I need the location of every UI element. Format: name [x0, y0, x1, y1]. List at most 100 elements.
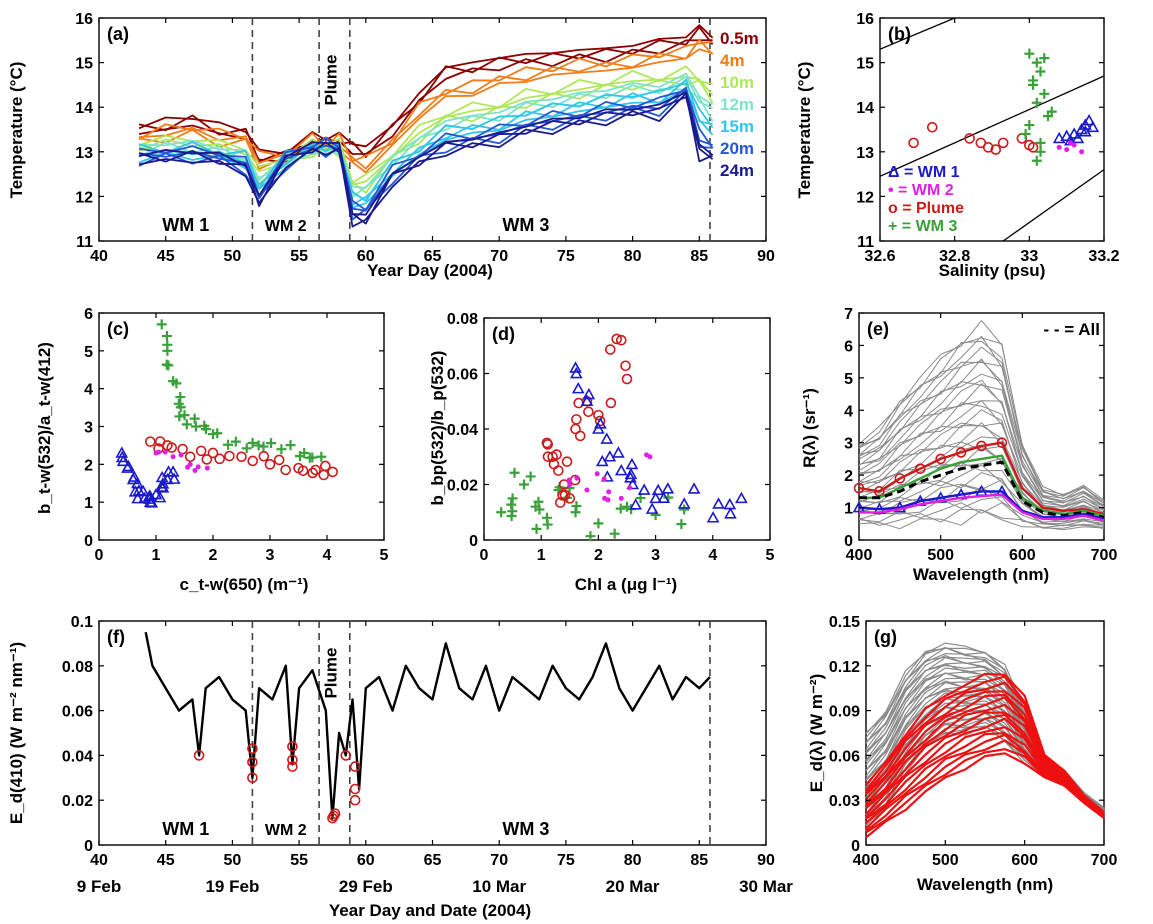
- data-point: [178, 452, 184, 458]
- panel-c: 0 1 2 3 4 5 0 1 2 3 4 5 6 (c) c_t-w(650) (m⁻¹) b_t-w(53…: [35, 306, 389, 594]
- legend-entry: Δ = WM 1: [888, 164, 960, 181]
- data-point: [276, 444, 287, 455]
- y-tick-label: 6: [844, 338, 853, 355]
- data-point: [122, 459, 135, 472]
- x-axis-label: Wavelength (nm): [917, 875, 1053, 894]
- x-tick-label: 40: [90, 852, 108, 869]
- density-contour: [879, 75, 1105, 177]
- region-label: WM 3: [502, 215, 549, 235]
- data-point: [236, 451, 247, 463]
- x-tick-label: 400: [853, 852, 880, 869]
- data-point: [155, 470, 169, 483]
- data-point: [214, 453, 225, 465]
- y-tick-label: 11: [857, 234, 874, 251]
- x-tick-label: 500: [932, 852, 959, 869]
- data-point: [542, 519, 553, 530]
- data-point: [328, 810, 340, 822]
- x-axis-label: c_t-w(650) (m⁻¹): [180, 575, 309, 594]
- y-axis-label: E_d(λ) (W m⁻²): [807, 674, 826, 793]
- data-point: [580, 394, 594, 407]
- data-point: [542, 439, 553, 450]
- data-point: [894, 473, 906, 484]
- data-point: [594, 415, 606, 427]
- data-point: [712, 497, 725, 509]
- y-tick-label: 0: [844, 533, 853, 550]
- data-point: [561, 456, 573, 467]
- data-point: [166, 465, 180, 477]
- data-point: [1079, 149, 1085, 155]
- data-point: [553, 465, 564, 476]
- legend-entry: o = Plume: [888, 200, 964, 217]
- data-point: [1035, 66, 1046, 77]
- data-point: [614, 463, 628, 476]
- x-tick-label: 4: [323, 547, 332, 564]
- x-axis-label: Salinity (psu): [939, 261, 1046, 280]
- background-spectrum: [858, 383, 1105, 510]
- data-point: [583, 406, 594, 418]
- panel-f: 40 45 50 55 60 65 70 75 80 85 90 0 0.02 0.04 0.06 0.08 0…: [7, 614, 793, 920]
- data-point: [908, 137, 919, 149]
- x-tick-label: 85: [690, 852, 708, 869]
- x-tick-label: 4: [708, 547, 717, 564]
- data-point: [1056, 144, 1062, 150]
- plot-area: [496, 333, 748, 542]
- data-point: [1060, 129, 1074, 141]
- irradiance-line: [144, 631, 711, 820]
- y-tick-label: 16: [856, 11, 874, 28]
- spectrum-line: [859, 460, 1105, 519]
- data-point: [253, 440, 264, 451]
- data-point: [609, 528, 620, 539]
- data-point: [624, 471, 637, 483]
- x-tick-label: 1: [152, 547, 161, 564]
- data-point: [677, 497, 691, 509]
- temperature-line: [138, 48, 713, 174]
- data-point: [316, 451, 327, 462]
- x-tick-label: 50: [224, 852, 242, 869]
- data-point: [264, 459, 276, 470]
- data-point: [170, 454, 176, 460]
- data-point: [606, 489, 612, 495]
- y-tick-label: 0.08: [62, 659, 93, 676]
- data-point: [187, 461, 193, 467]
- background-spectrum: [858, 496, 1105, 526]
- temperature-line: [138, 40, 713, 163]
- data-point: [509, 467, 520, 478]
- data-point: [647, 454, 653, 460]
- data-point: [571, 381, 585, 394]
- data-point: [593, 518, 604, 529]
- data-point: [327, 466, 339, 478]
- legend-entry: - - = All: [1043, 320, 1100, 339]
- data-point: [603, 450, 617, 462]
- data-point: [649, 491, 662, 504]
- data-point: [266, 438, 277, 449]
- series-plume: [145, 436, 339, 481]
- region-label: WM 2: [265, 218, 307, 235]
- data-point: [569, 366, 583, 379]
- y-axis-label: R(λ) (sr⁻¹): [800, 388, 819, 468]
- panel-g: 400 500 600 700 0 0.03 0.06 0.09 0.12 0.15 (g) Wave…: [807, 614, 1117, 894]
- data-point: [299, 447, 310, 458]
- data-point: [982, 142, 994, 153]
- x-tick-label: 70: [490, 248, 508, 265]
- data-point: [935, 453, 946, 465]
- data-point: [1046, 106, 1057, 117]
- data-point: [926, 121, 938, 133]
- data-point: [564, 493, 576, 504]
- data-point: [195, 445, 207, 457]
- data-point: [964, 133, 975, 144]
- x-tick-label: 80: [624, 852, 642, 869]
- data-point: [189, 413, 200, 424]
- temperature-line: [138, 91, 714, 216]
- panel-label: (b): [888, 24, 911, 44]
- y-tick-label: 0.04: [62, 748, 93, 765]
- axes-frame: [98, 620, 767, 846]
- panel-label: (g): [874, 627, 897, 647]
- data-point: [1035, 146, 1046, 157]
- depth-label: 15m: [720, 117, 754, 136]
- data-point: [190, 421, 201, 432]
- date-tick-label: 9 Feb: [77, 877, 121, 896]
- data-point: [574, 475, 580, 481]
- background-spectrum: [858, 379, 1105, 511]
- y-tick-label: 0: [84, 838, 93, 855]
- data-point: [551, 449, 562, 460]
